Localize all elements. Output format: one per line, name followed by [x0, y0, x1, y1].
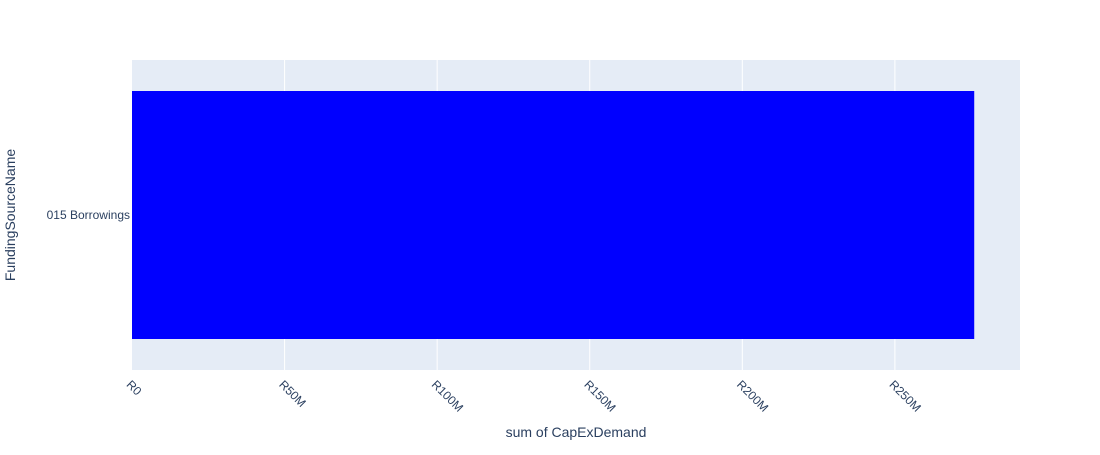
x-tick-label: R0 [124, 377, 145, 398]
x-axis-title: sum of CapExDemand [506, 424, 647, 440]
x-tick-label: R50M [276, 377, 309, 410]
y-axis-ticks: 015 Borrowings [47, 208, 130, 222]
y-tick-label: 015 Borrowings [47, 208, 130, 222]
y-axis-title: FundingSourceName [2, 149, 18, 282]
bars [132, 91, 975, 339]
x-tick-label: R150M [581, 377, 618, 414]
x-tick-label: R250M [887, 377, 924, 414]
x-tick-label: R100M [429, 377, 466, 414]
x-tick-label: R200M [734, 377, 771, 414]
bar [132, 91, 975, 339]
x-axis-ticks: R0 R50M R100M R150M R200M R250M [124, 377, 924, 414]
